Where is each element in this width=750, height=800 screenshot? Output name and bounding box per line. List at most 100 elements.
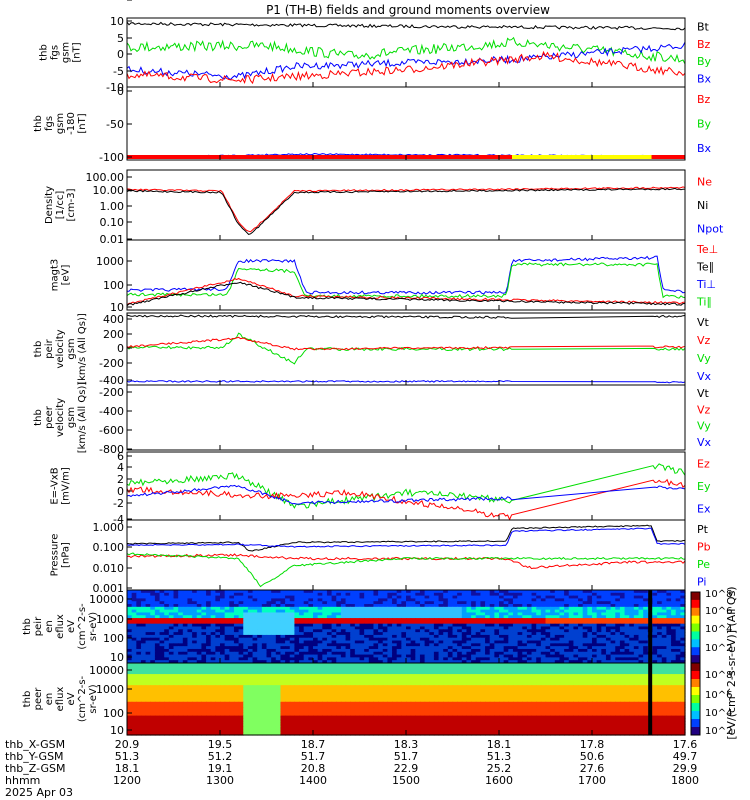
spectrogram-cell	[317, 676, 323, 681]
spectrogram-cell	[313, 637, 319, 642]
spectrogram-cell	[220, 696, 226, 700]
spectrogram-cell	[485, 612, 491, 616]
spectrogram-cell	[480, 654, 486, 658]
spectrogram-cell	[187, 660, 193, 664]
spectrogram-cell	[331, 687, 337, 692]
spectrogram-cell	[424, 612, 430, 616]
spectrogram-cell	[257, 615, 263, 619]
spectrogram-cell	[368, 687, 375, 692]
spectrogram-cell	[429, 648, 435, 653]
spectrogram-cell	[401, 657, 407, 661]
spectrogram-cell	[508, 651, 514, 656]
spectrogram-cell	[257, 685, 263, 689]
spectrogram-cell	[331, 640, 337, 644]
spectrogram-cell	[582, 634, 588, 639]
spectrogram-cell	[387, 679, 393, 683]
spectrogram-cell	[127, 604, 133, 608]
spectrogram-cell	[526, 606, 533, 611]
spectrogram-cell	[182, 629, 189, 633]
spectrogram-cell	[545, 657, 551, 661]
y-tick-label: 10.00	[93, 184, 125, 197]
spectrogram-cell	[545, 618, 551, 622]
spectrogram-cell	[266, 663, 272, 667]
spectrogram-cell	[564, 660, 570, 664]
spectrogram-cell	[247, 674, 254, 678]
spectrogram-cell	[266, 637, 272, 642]
spectrogram-cell	[582, 687, 588, 692]
spectrogram-cell	[675, 598, 681, 602]
spectrogram-cell	[359, 609, 365, 614]
spectrogram-cell	[396, 693, 402, 697]
spectrogram-cell	[475, 640, 481, 644]
spectrogram-cell	[136, 663, 142, 667]
spectrogram-cell	[605, 674, 612, 678]
spectrogram-cell	[206, 687, 212, 692]
spectrogram-cell	[457, 604, 463, 608]
spectrogram-cell	[145, 606, 151, 611]
spectrogram-cell	[619, 668, 626, 672]
spectrogram-cell	[587, 660, 593, 664]
spectrogram-cell	[396, 682, 402, 686]
panel-frame	[126, 451, 686, 521]
spectrogram-cell	[164, 654, 170, 658]
spectrogram-cell	[294, 685, 300, 689]
spectrogram-cell	[485, 676, 491, 681]
spectrogram-cell	[326, 643, 333, 647]
spectrogram-cell	[666, 592, 672, 597]
spectrogram-cell	[303, 640, 309, 644]
spectrogram-cell	[354, 623, 361, 628]
spectrogram-cell	[313, 648, 319, 653]
spectrogram-cell	[150, 598, 156, 602]
spectrogram-cell	[596, 671, 602, 675]
spectrogram-cell	[582, 595, 588, 600]
spectrogram-cell	[326, 674, 333, 678]
spectrogram-cell	[387, 690, 393, 695]
spectrogram-cell	[145, 687, 151, 692]
spectrogram-cell	[582, 671, 588, 675]
spectrogram-cell	[564, 618, 570, 622]
legend-entry: Ex	[697, 503, 711, 516]
spectrogram-cell	[680, 687, 686, 692]
spectrogram-cell	[317, 671, 323, 675]
spectrogram-cell	[317, 634, 323, 639]
spectrogram-cell	[457, 629, 463, 633]
spectrogram-cell	[419, 665, 426, 670]
spectrogram-cell	[582, 665, 588, 670]
spectrogram-cell	[187, 696, 193, 700]
spectrogram-cell	[438, 634, 444, 639]
spectrogram-cell	[503, 609, 509, 614]
spectrogram-cell	[415, 679, 421, 683]
spectrogram-cell	[675, 643, 681, 647]
spectrogram-cell	[619, 604, 626, 608]
spectrogram-cell	[578, 643, 584, 647]
spectrogram-cell	[587, 665, 593, 670]
spectrogram-cell	[508, 696, 514, 700]
spectrogram-cell	[401, 668, 407, 672]
spectrogram-cell	[671, 590, 677, 594]
spectrogram-cell	[396, 592, 402, 597]
spectrogram-cell	[457, 643, 463, 647]
spectrogram-cell	[578, 615, 584, 619]
spectrogram-cell	[489, 604, 495, 608]
spectrogram-cell	[280, 665, 286, 670]
spectrogram-cell	[512, 590, 519, 594]
spectrogram-cell	[545, 604, 551, 608]
spectrogram-cell	[308, 623, 314, 628]
spectrogram-cell	[331, 671, 337, 675]
spectrogram-cell	[224, 637, 230, 642]
spectrogram-cell	[475, 690, 481, 695]
spectrogram-cell	[354, 668, 361, 672]
spectrogram-cell	[624, 676, 630, 681]
spectrogram-cell	[373, 618, 379, 622]
spectrogram-cell	[196, 671, 202, 675]
spectrogram-cell	[257, 646, 263, 650]
spectrogram-cell	[443, 671, 449, 675]
spectrogram-cell	[373, 643, 379, 647]
spectrogram-cell	[680, 682, 686, 686]
spectrogram-cell	[615, 626, 621, 630]
spectrogram-cell	[215, 609, 221, 614]
spectrogram-cell	[619, 657, 626, 661]
spectrogram-cell	[619, 601, 626, 605]
spectrogram-cell	[471, 606, 477, 611]
spectrogram-cell	[457, 632, 463, 636]
